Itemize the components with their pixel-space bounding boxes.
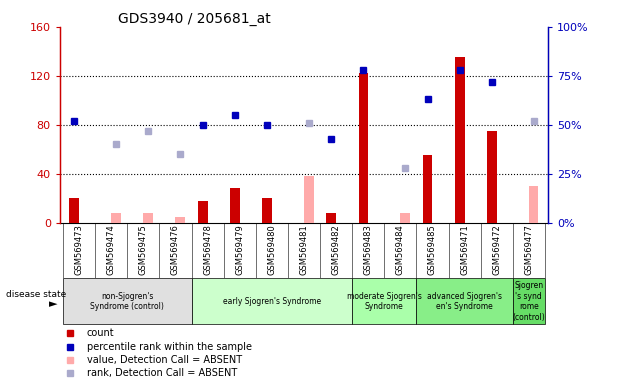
Bar [112,213,121,223]
Bar [144,213,153,223]
Text: rank, Detection Call = ABSENT: rank, Detection Call = ABSENT [87,368,237,378]
Bar [423,156,432,223]
Bar [192,278,352,324]
Bar [455,58,464,223]
Text: ►: ► [49,299,58,309]
Bar [262,198,272,223]
Text: advanced Sjogren's
en's Syndrome: advanced Sjogren's en's Syndrome [427,292,502,311]
Bar [352,278,416,324]
Text: moderate Sjogren's
Syndrome: moderate Sjogren's Syndrome [347,292,421,311]
Bar [416,278,513,324]
Bar [358,73,368,223]
Text: GDS3940 / 205681_at: GDS3940 / 205681_at [118,12,271,26]
Bar [326,213,336,223]
Bar [513,278,545,324]
Bar [487,131,496,223]
Text: early Sjogren's Syndrome: early Sjogren's Syndrome [223,297,321,306]
Bar [304,176,314,223]
Bar [63,278,192,324]
Bar [198,201,208,223]
Text: disease state: disease state [6,290,67,299]
Bar [230,189,240,223]
Text: count: count [87,328,114,338]
Text: Sjogren
's synd
rome
(control): Sjogren 's synd rome (control) [512,281,545,321]
Text: percentile rank within the sample: percentile rank within the sample [87,341,252,351]
Text: value, Detection Call = ABSENT: value, Detection Call = ABSENT [87,354,242,364]
Bar [529,186,539,223]
Bar [400,213,410,223]
Bar [69,198,79,223]
Text: non-Sjogren's
Syndrome (control): non-Sjogren's Syndrome (control) [90,292,164,311]
Bar [176,217,185,223]
